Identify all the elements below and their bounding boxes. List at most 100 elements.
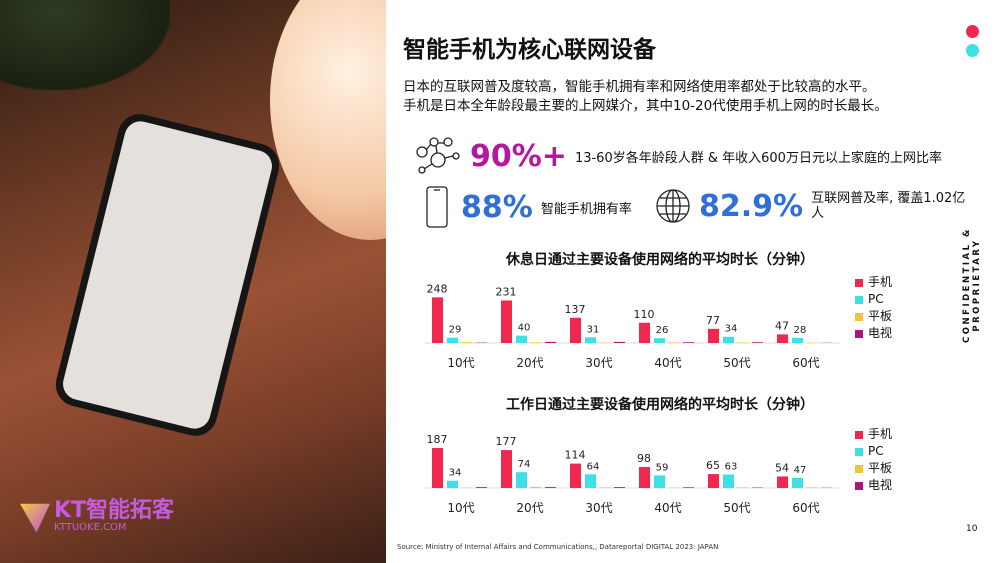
category-label: 10代: [447, 501, 474, 515]
bar-PC: [447, 337, 458, 343]
bar-平板: [737, 342, 748, 343]
data-label: 98: [637, 452, 651, 465]
data-label: 34: [449, 468, 462, 479]
stat-value: 88%: [461, 189, 533, 225]
category-label: 50代: [723, 501, 750, 515]
data-label: 110: [634, 308, 655, 321]
data-label: 59: [656, 462, 669, 473]
stat-label: 互联网普及率, 覆盖1.02亿人: [811, 191, 966, 221]
data-label: 187: [427, 433, 448, 446]
bar-手机: [570, 463, 581, 488]
bar-平板: [461, 342, 472, 343]
bar-电视: [545, 487, 556, 488]
legend-item: PC: [855, 291, 892, 308]
legend-label: 手机: [868, 275, 893, 289]
bar-PC: [792, 337, 803, 343]
bar-平板: [530, 486, 541, 488]
page-number: 10: [966, 524, 978, 534]
bar-手机: [777, 476, 788, 488]
legend-item: 手机: [855, 274, 892, 291]
bar-PC: [585, 337, 596, 343]
bar-PC: [792, 477, 803, 488]
legend-swatch: [855, 430, 863, 439]
data-label: 64: [587, 461, 600, 472]
logo: KT智能拓客 KTTUOKE.COM: [20, 500, 174, 533]
legend-swatch: [855, 278, 863, 287]
bar-平板: [599, 487, 610, 488]
category-label: 20代: [516, 501, 543, 515]
bar-PC: [654, 475, 665, 488]
bar-手机: [432, 447, 443, 488]
legend-swatch: [855, 481, 863, 490]
bar-手机: [708, 474, 719, 488]
bar-电视: [683, 342, 694, 343]
bar-手机: [432, 297, 443, 343]
category-label: 20代: [516, 356, 543, 370]
category-label: 40代: [654, 501, 681, 515]
legend-label: 平板: [868, 461, 893, 475]
background-photo: KT智能拓客 KTTUOKE.COM: [0, 0, 386, 563]
bar-平板: [668, 342, 679, 343]
bar-电视: [614, 487, 625, 488]
bar-PC: [516, 335, 527, 343]
legend-swatch: [855, 329, 863, 338]
chart-title: 工作日通过主要设备使用网络的平均时长（分钟）: [506, 397, 814, 413]
data-label: 177: [496, 435, 517, 448]
legend-label: 平板: [868, 309, 893, 323]
data-label: 77: [706, 314, 720, 327]
category-label: 10代: [447, 356, 474, 370]
legend: 手机 PC 平板电视: [855, 274, 892, 342]
category-label: 60代: [792, 501, 819, 515]
bar-手机: [570, 317, 581, 343]
legend-item: 平板: [855, 460, 892, 477]
data-label: 34: [725, 324, 738, 335]
bar-平板: [806, 487, 817, 488]
bar-PC: [585, 474, 596, 488]
data-label: 65: [706, 459, 720, 472]
data-label: 54: [775, 461, 789, 474]
category-label: 60代: [792, 356, 819, 370]
smartphone-photo: [51, 109, 284, 441]
data-label: 63: [725, 462, 738, 473]
data-label: 47: [794, 465, 807, 476]
bar-电视: [752, 342, 763, 343]
network-people-icon: [416, 137, 460, 174]
legend-label: PC: [868, 444, 884, 458]
plant-leaves: [0, 0, 170, 90]
intro-text: 日本的互联网普及度较高，智能手机拥有率和网络使用率都处于比较高的水平。 手机是日本…: [403, 79, 888, 114]
data-label: 74: [518, 459, 531, 470]
data-label: 248: [427, 282, 448, 295]
legend-item: 手机: [855, 426, 892, 443]
legend-item: PC: [855, 443, 892, 460]
bar-手机: [777, 334, 788, 343]
legend-item: 电视: [855, 477, 892, 494]
data-label: 47: [775, 319, 789, 332]
bar-电视: [614, 341, 625, 343]
stat-value: 90%+: [470, 138, 567, 174]
lightning-logo-icon: [20, 503, 50, 533]
bar-电视: [476, 487, 487, 488]
bar-PC: [723, 336, 734, 343]
bar-手机: [501, 300, 512, 343]
bar-PC: [654, 338, 665, 343]
page-title: 智能手机为核心联网设备: [403, 37, 656, 63]
legend-label: 手机: [868, 427, 893, 441]
bar-手机: [639, 322, 650, 343]
bar-手机: [639, 467, 650, 488]
data-label: 231: [496, 285, 517, 298]
bar-手机: [501, 450, 512, 488]
legend-label: 电视: [868, 326, 893, 340]
data-label: 137: [565, 303, 586, 316]
stat-internet-rate: 82.9% 互联网普及率, 覆盖1.02亿人: [655, 188, 976, 224]
stat-label: 13-60岁各年龄段人群 & 年收入600万日元以上家庭的上网比率: [574, 150, 942, 166]
data-label: 28: [794, 325, 807, 336]
legend-swatch: [855, 447, 863, 456]
legend: 手机 PC 平板电视: [855, 426, 892, 494]
decor-dot-red: [966, 25, 979, 38]
stat-value: 82.9%: [699, 188, 804, 224]
bar-电视: [545, 341, 556, 343]
bar-PC: [447, 480, 458, 488]
stat-smartphone-rate: 88% 智能手机拥有率: [425, 186, 632, 228]
confidential-label: CONFIDENTIAL & PROPRIETARY: [962, 227, 982, 343]
